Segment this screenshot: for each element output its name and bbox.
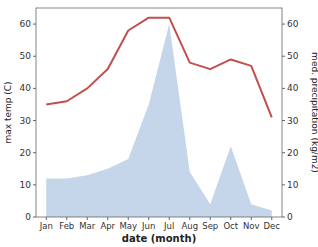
precip-area xyxy=(46,24,272,217)
y-tick-label: 10 xyxy=(20,180,32,190)
x-tick-label: Apr xyxy=(100,221,115,231)
x-tick xyxy=(128,217,129,220)
x-tick-label: Aug xyxy=(181,221,198,231)
y-tick xyxy=(33,217,36,218)
x-tick-label: Dec xyxy=(264,221,281,231)
y2-tick-label: 40 xyxy=(287,83,299,93)
y2-axis-label: med. precipitation (kg/m2) xyxy=(310,52,318,173)
y-tick xyxy=(33,56,36,57)
temp-line xyxy=(46,18,272,118)
x-tick-label: May xyxy=(119,221,137,231)
y2-tick xyxy=(282,56,285,57)
x-tick xyxy=(66,217,67,220)
y-tick-label: 30 xyxy=(20,116,32,126)
y-tick-label: 60 xyxy=(20,19,32,29)
x-tick-label: Jan xyxy=(39,221,53,231)
x-tick-label: Nov xyxy=(243,221,260,231)
y-tick-label: 50 xyxy=(20,51,32,61)
y-tick-label: 20 xyxy=(20,148,32,158)
y2-tick-label: 30 xyxy=(287,116,299,126)
y2-tick xyxy=(282,88,285,89)
x-tick xyxy=(46,217,47,220)
y2-tick xyxy=(282,217,285,218)
x-tick-label: Mar xyxy=(79,221,96,231)
x-tick xyxy=(169,217,170,220)
x-tick-label: Sep xyxy=(202,221,218,231)
x-tick xyxy=(210,217,211,220)
y2-tick-label: 20 xyxy=(287,148,299,158)
y2-tick xyxy=(282,184,285,185)
x-tick xyxy=(271,217,272,220)
x-tick-label: Jul xyxy=(163,221,174,231)
y2-tick xyxy=(282,24,285,25)
x-tick xyxy=(107,217,108,220)
x-tick xyxy=(230,217,231,220)
y-tick xyxy=(33,152,36,153)
chart: 0 10 20 30 40 50 60 0 10 20 30 40 50 60 Jan Feb Mar Apr Ma… xyxy=(0,0,318,247)
y-tick xyxy=(33,88,36,89)
y2-tick-label: 50 xyxy=(287,51,299,61)
x-tick xyxy=(189,217,190,220)
y-tick xyxy=(33,24,36,25)
y2-tick xyxy=(282,120,285,121)
y-tick xyxy=(33,120,36,121)
x-axis-label: date (month) xyxy=(122,233,196,244)
y2-tick-label: 10 xyxy=(287,180,299,190)
y-axis-label: max temp (C) xyxy=(3,81,13,143)
y2-tick-label: 60 xyxy=(287,19,299,29)
x-tick-label: Oct xyxy=(223,221,238,231)
x-tick xyxy=(87,217,88,220)
y-tick-label: 40 xyxy=(20,83,32,93)
plot-frame xyxy=(36,8,282,217)
x-tick xyxy=(251,217,252,220)
y-tick xyxy=(33,184,36,185)
x-tick xyxy=(148,217,149,220)
y-tick-label: 0 xyxy=(25,212,31,222)
plot-area xyxy=(46,18,272,217)
y2-tick xyxy=(282,152,285,153)
x-tick-label: Feb xyxy=(59,221,74,231)
y2-tick-label: 0 xyxy=(287,212,293,222)
x-tick-label: Jun xyxy=(141,221,155,231)
